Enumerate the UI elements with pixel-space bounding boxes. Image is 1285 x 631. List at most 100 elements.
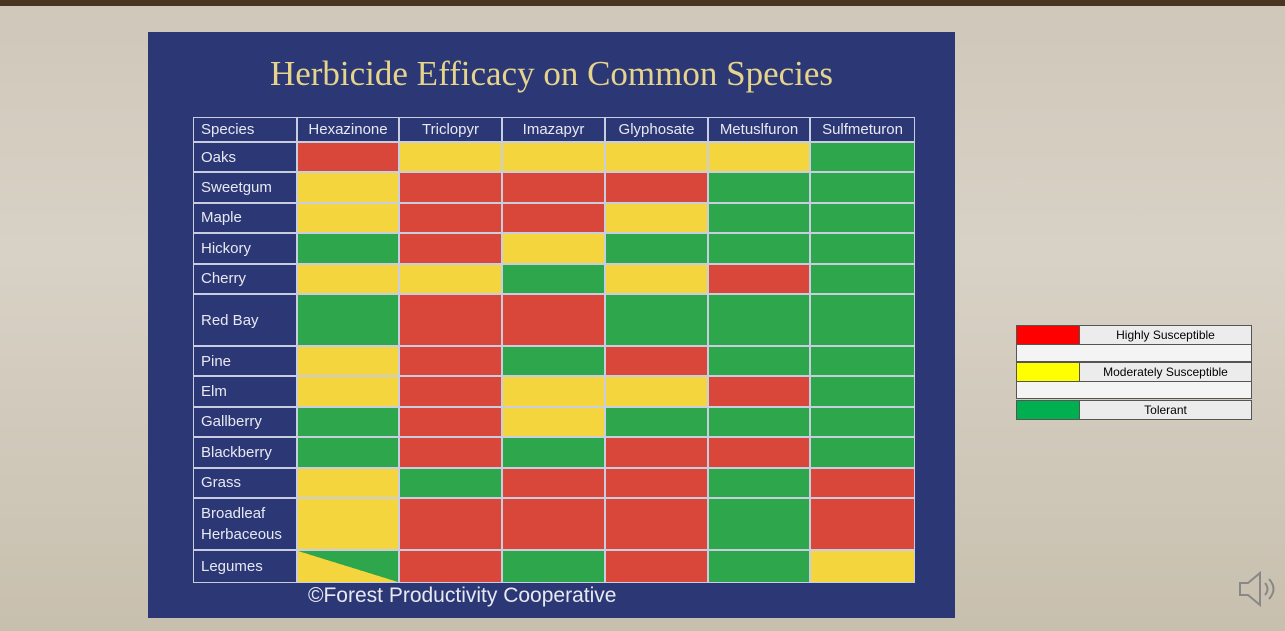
- column-header: Hexazinone: [297, 117, 399, 142]
- rating-cell: [708, 172, 810, 202]
- rating-cell: [708, 376, 810, 406]
- rating-cell: [297, 468, 399, 498]
- rating-cell: [502, 142, 605, 172]
- rating-cell: [810, 437, 915, 467]
- rating-cell: [810, 172, 915, 202]
- species-label: Elm: [193, 376, 297, 406]
- rating-cell: [399, 142, 502, 172]
- rating-cell: [708, 142, 810, 172]
- rating-cell: [708, 294, 810, 346]
- species-label: Hickory: [193, 233, 297, 263]
- legend-label: Highly Susceptible: [1079, 325, 1252, 345]
- rating-cell: [708, 346, 810, 376]
- rating-cell: [810, 468, 915, 498]
- legend-swatch: [1016, 400, 1080, 420]
- top-bar: [0, 0, 1285, 6]
- rating-cell: [297, 172, 399, 202]
- credit: ©Forest Productivity Cooperative: [308, 584, 616, 608]
- legend-gap: [1016, 344, 1252, 362]
- rating-cell: [297, 437, 399, 467]
- legend-label: Moderately Susceptible: [1079, 362, 1252, 382]
- slide-image: Herbicide Efficacy on Common Species Spe…: [148, 32, 955, 618]
- column-header: Glyphosate: [605, 117, 708, 142]
- rating-cell: [605, 294, 708, 346]
- rating-cell: [297, 346, 399, 376]
- rating-cell: [297, 407, 399, 437]
- species-label: Maple: [193, 203, 297, 233]
- legend-swatch: [1016, 325, 1080, 345]
- column-header: Species: [193, 117, 297, 142]
- rating-cell: [297, 294, 399, 346]
- rating-cell: [810, 498, 915, 550]
- rating-cell: [297, 203, 399, 233]
- rating-cell: [605, 407, 708, 437]
- slide: Herbicide Efficacy on Common Species Spe…: [0, 0, 1285, 631]
- rating-cell: [399, 233, 502, 263]
- rating-cell: [399, 203, 502, 233]
- rating-cell: [297, 142, 399, 172]
- rating-cell: [502, 346, 605, 376]
- rating-cell: [810, 550, 915, 583]
- rating-cell: [605, 550, 708, 583]
- rating-cell: [605, 376, 708, 406]
- rating-cell: [297, 264, 399, 294]
- rating-cell: [810, 203, 915, 233]
- rating-cell: [810, 294, 915, 346]
- rating-cell: [810, 376, 915, 406]
- species-label: Broadleaf Herbaceous: [193, 498, 297, 550]
- rating-cell: [810, 264, 915, 294]
- column-header: Imazapyr: [502, 117, 605, 142]
- rating-cell: [502, 264, 605, 294]
- column-header: Metuslfuron: [708, 117, 810, 142]
- rating-cell: [605, 346, 708, 376]
- rating-cell: [502, 437, 605, 467]
- species-label: Cherry: [193, 264, 297, 294]
- title: Herbicide Efficacy on Common Species: [148, 54, 955, 94]
- rating-cell: [399, 346, 502, 376]
- rating-cell: [605, 437, 708, 467]
- species-label: Red Bay: [193, 294, 297, 346]
- rating-cell: [605, 172, 708, 202]
- rating-cell: [502, 203, 605, 233]
- rating-cell: [502, 172, 605, 202]
- rating-cell: [399, 407, 502, 437]
- rating-cell: [399, 468, 502, 498]
- rating-cell: [502, 294, 605, 346]
- rating-cell: [399, 498, 502, 550]
- rating-cell: [605, 203, 708, 233]
- rating-cell: [810, 142, 915, 172]
- column-header: Triclopyr: [399, 117, 502, 142]
- rating-cell: [502, 468, 605, 498]
- species-label: Oaks: [193, 142, 297, 172]
- column-header: Sulfmeturon: [810, 117, 915, 142]
- rating-cell: [297, 498, 399, 550]
- rating-cell: [708, 468, 810, 498]
- rating-cell: [399, 264, 502, 294]
- rating-cell: [708, 550, 810, 583]
- rating-cell: [399, 376, 502, 406]
- rating-cell: [810, 346, 915, 376]
- rating-cell: [810, 407, 915, 437]
- species-label: Grass: [193, 468, 297, 498]
- rating-cell: [708, 498, 810, 550]
- rating-cell: [399, 550, 502, 583]
- rating-cell: [297, 233, 399, 263]
- rating-cell: [708, 407, 810, 437]
- rating-cell: [708, 203, 810, 233]
- rating-cell: [605, 468, 708, 498]
- rating-cell: [297, 550, 399, 583]
- species-label: Gallberry: [193, 407, 297, 437]
- species-label: Pine: [193, 346, 297, 376]
- species-label: Blackberry: [193, 437, 297, 467]
- rating-cell: [502, 376, 605, 406]
- rating-cell: [605, 233, 708, 263]
- rating-cell: [502, 233, 605, 263]
- rating-cell: [502, 407, 605, 437]
- rating-cell: [708, 233, 810, 263]
- rating-cell: [399, 437, 502, 467]
- speaker-icon: [1236, 565, 1276, 613]
- rating-cell: [502, 498, 605, 550]
- rating-cell: [399, 172, 502, 202]
- species-label: Legumes: [193, 550, 297, 583]
- rating-cell: [708, 264, 810, 294]
